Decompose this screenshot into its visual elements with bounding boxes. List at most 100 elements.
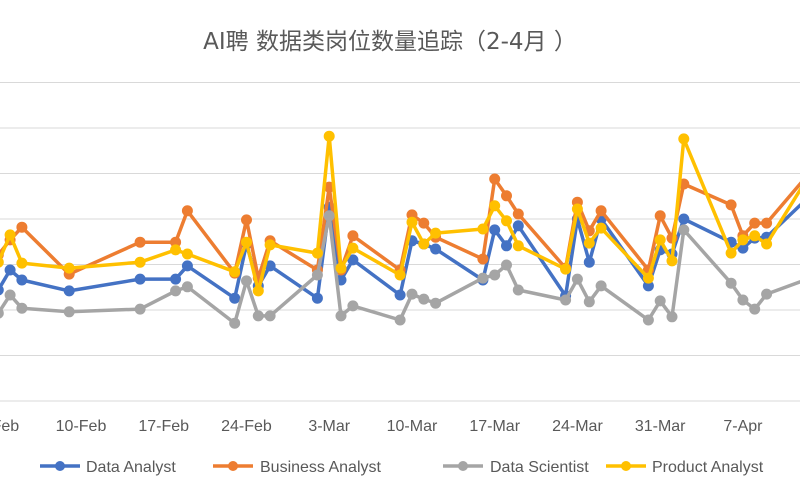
product-analyst-point [595, 222, 607, 234]
product-analyst-point [761, 238, 773, 250]
x-tick-label: 31-Mar [635, 418, 686, 435]
product-analyst-point [666, 255, 678, 267]
product-analyst-point [181, 248, 193, 260]
data-analyst-point [134, 273, 146, 285]
x-axis-tick-labels: 3-Feb 10-Feb 17-Feb 24-Feb 3-Mar 10-Mar 17-Mar… [0, 418, 763, 435]
x-tick-label: 7-Apr [723, 418, 763, 435]
legend-item-data-analyst: Data Analyst [40, 459, 176, 476]
legend-item-data-scientist: Data Scientist [443, 459, 589, 476]
product-analyst-point [749, 230, 761, 242]
legend-marker-data-scientist [458, 461, 468, 471]
data-analyst-point [430, 243, 442, 255]
business-analyst-point [595, 205, 607, 217]
data-scientist-point [654, 295, 666, 307]
product-analyst-point [642, 272, 654, 284]
business-analyst-point [761, 217, 773, 229]
data-analyst-point [181, 260, 193, 272]
data-scientist-point [16, 302, 28, 314]
legend-label-data-analyst: Data Analyst [86, 459, 176, 476]
business-analyst-point [181, 205, 193, 217]
data-analyst-point [229, 292, 241, 304]
business-analyst-point [501, 190, 512, 202]
data-scientist-point [229, 317, 241, 329]
x-tick-label: 10-Feb [56, 418, 107, 435]
data-analyst-point [0, 284, 4, 296]
business-analyst-point [512, 208, 524, 220]
data-scientist-point [737, 294, 749, 306]
product-analyst-point [323, 130, 335, 142]
legend-item-business-analyst: Business Analyst [213, 459, 382, 476]
product-analyst-point [0, 256, 4, 268]
data-scientist-point [394, 314, 406, 326]
data-scientist-point [571, 273, 583, 285]
data-scientist-point [501, 259, 512, 271]
data-scientist-point [181, 281, 193, 293]
product-analyst-point [241, 236, 252, 248]
data-scientist-point [241, 275, 252, 287]
product-analyst-point [347, 242, 359, 254]
product-analyst-point [560, 263, 572, 275]
business-analyst-point [347, 230, 359, 242]
data-scientist-point [761, 288, 773, 300]
data-scientist-point [252, 310, 264, 322]
data-scientist-point [347, 300, 359, 312]
product-analyst-point [406, 216, 418, 228]
plot-series [0, 130, 800, 329]
data-scientist-point [170, 285, 182, 297]
legend-label-product-analyst: Product Analyst [652, 459, 764, 476]
product-analyst-point [512, 240, 524, 252]
data-scientist-point [477, 272, 489, 284]
data-analyst-point [512, 220, 524, 232]
data-scientist-point [489, 269, 501, 281]
data-analyst-point [678, 213, 690, 225]
data-scientist-point [725, 277, 737, 289]
data-scientist-point [264, 310, 276, 322]
data-scientist-point [430, 297, 442, 309]
x-tick-label: 17-Mar [469, 418, 520, 435]
x-tick-label: 24-Mar [552, 418, 603, 435]
legend-label-business-analyst: Business Analyst [260, 459, 382, 476]
data-scientist-point [642, 314, 654, 326]
data-analyst-point [63, 285, 75, 297]
data-scientist-point [666, 311, 678, 323]
business-analyst-point [654, 210, 666, 222]
business-analyst-point [16, 221, 28, 233]
series-product-analyst [0, 130, 800, 297]
data-scientist-point [63, 306, 75, 318]
data-scientist-point [323, 210, 335, 222]
product-analyst-point [654, 234, 666, 246]
data-analyst-point [4, 264, 16, 276]
data-scientist-point [311, 269, 323, 281]
x-tick-label: 10-Mar [387, 418, 438, 435]
data-scientist-point [335, 310, 347, 322]
data-scientist-point [418, 293, 430, 305]
data-analyst-point [501, 240, 512, 252]
x-tick-label: 3-Feb [0, 418, 19, 435]
legend-label-data-scientist: Data Scientist [490, 459, 589, 476]
business-analyst-point [241, 214, 252, 226]
data-analyst-point [16, 274, 28, 286]
business-analyst-point [725, 199, 737, 211]
data-scientist-point [560, 294, 572, 306]
product-analyst-point [170, 244, 182, 256]
data-analyst-point [170, 273, 182, 285]
x-tick-label: 3-Mar [308, 418, 350, 435]
x-tick-label: 24-Feb [221, 418, 272, 435]
product-analyst-point [229, 266, 241, 278]
business-analyst-point [477, 253, 489, 265]
product-analyst-point [571, 203, 583, 215]
data-scientist-point [512, 284, 524, 296]
product-analyst-point [737, 234, 749, 246]
product-analyst-point [583, 237, 595, 249]
product-analyst-point [394, 269, 406, 281]
product-analyst-point [63, 262, 75, 274]
data-analyst-point [394, 289, 406, 301]
data-analyst-point [583, 256, 595, 268]
product-analyst-point [501, 215, 512, 227]
data-analyst-point [311, 292, 323, 304]
data-scientist-point [0, 307, 4, 319]
data-scientist-point [134, 303, 146, 315]
data-scientist-point [678, 224, 690, 236]
legend-marker-business-analyst [228, 461, 238, 471]
data-scientist-point [749, 303, 761, 315]
